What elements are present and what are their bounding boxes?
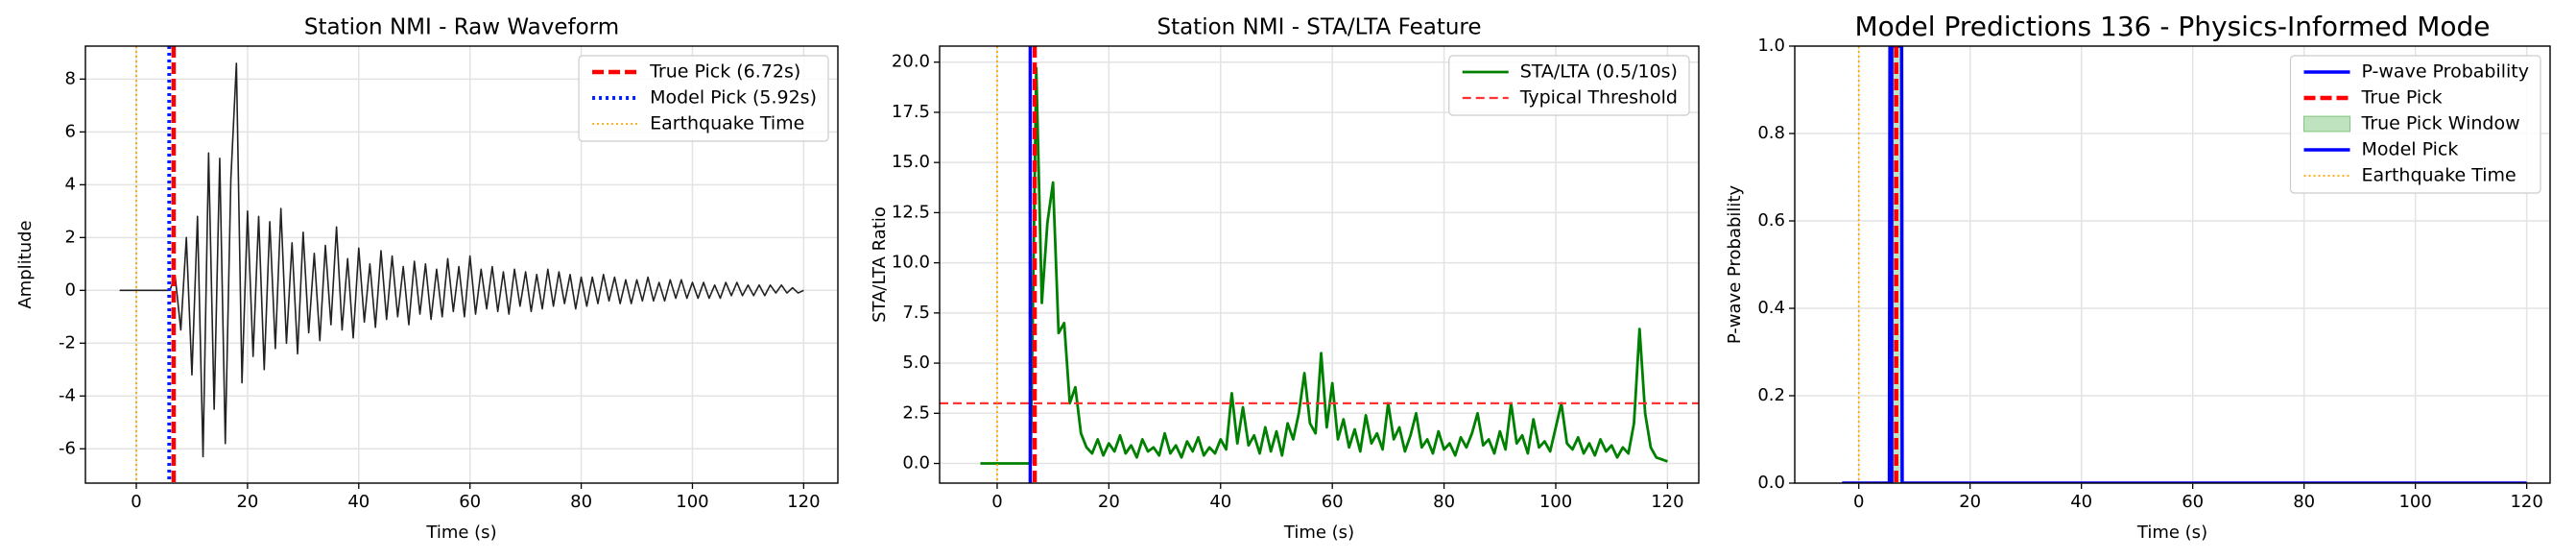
x-tick-label: 60 (459, 492, 481, 512)
x-tick-label: 0 (1853, 492, 1864, 512)
legend-label: Typical Threshold (1519, 87, 1678, 109)
x-tick-label: 40 (1209, 492, 1231, 512)
x-tick-label: 80 (2293, 492, 2315, 512)
y-tick-label: 0.8 (1757, 123, 1785, 143)
x-tick-label: 100 (676, 492, 708, 512)
chart-title: Model Predictions 136 - Physics-Informed… (1854, 11, 2490, 42)
legend-label: True Pick (2361, 87, 2443, 109)
x-tick-label: 120 (2510, 492, 2542, 512)
legend: STA/LTA (0.5/10s) Typical Threshold (1448, 55, 1690, 116)
x-tick-label: 20 (1098, 492, 1120, 512)
legend-label: True Pick (6.72s) (649, 61, 800, 83)
plot-area (1842, 46, 2527, 483)
x-tick-label: 0 (991, 492, 1002, 512)
y-tick-label: 2 (65, 227, 76, 247)
y-tick-label: 6 (65, 121, 76, 141)
legend-swatch (2303, 115, 2350, 133)
axes-frame (939, 45, 1700, 484)
chart-title: Station NMI - STA/LTA Feature (1157, 15, 1481, 40)
legend: True Pick (6.72s) Model Pick (5.92s) Earth… (578, 55, 829, 142)
legend-label: Earthquake Time (2362, 165, 2516, 186)
x-tick-label: 0 (131, 492, 141, 512)
y-tick-label: 10.0 (892, 253, 930, 273)
y-tick-label: 5.0 (902, 352, 930, 373)
x-tick-label: 120 (1651, 492, 1683, 512)
legend-label: STA/LTA (0.5/10s) (1520, 61, 1678, 83)
y-tick-label: 17.5 (892, 102, 930, 122)
y-tick-label: 0.0 (1757, 473, 1785, 493)
x-tick-label: 60 (2182, 492, 2204, 512)
y-axis-label: P-wave Probability (1725, 185, 1745, 345)
legend-box (2289, 55, 2541, 194)
plot-area (940, 46, 1699, 483)
x-tick-label: 80 (1433, 492, 1455, 512)
legend-box (1448, 55, 1690, 116)
x-tick-label: 40 (2070, 492, 2092, 512)
x-tick-label: 100 (1539, 492, 1572, 512)
y-tick-label: -2 (59, 332, 76, 352)
y-tick-label: 2.5 (902, 402, 930, 423)
x-axis-label: Time (s) (2136, 523, 2207, 543)
y-tick-label: 0.2 (1757, 385, 1785, 405)
y-tick-label: 1.0 (1757, 36, 1785, 56)
series-line (119, 62, 804, 458)
y-tick-label: 0.4 (1757, 298, 1785, 318)
series-line (980, 66, 1668, 465)
y-tick-label: -4 (59, 385, 76, 405)
x-tick-label: 40 (347, 492, 370, 512)
y-tick-label: 0 (65, 280, 76, 300)
x-tick-label: 20 (1959, 492, 1981, 512)
y-tick-label: 4 (65, 174, 76, 194)
axes-frame (1794, 45, 2551, 484)
x-tick-label: 120 (787, 492, 820, 512)
axes-frame (84, 45, 839, 484)
x-tick-label: 100 (2398, 492, 2431, 512)
y-tick-label: 0.0 (902, 453, 930, 474)
legend-box (578, 55, 829, 142)
y-tick-label: 8 (65, 68, 76, 88)
y-axis-label: Amplitude (15, 220, 36, 308)
subplot: 0 20 40 60 80 100 120 -6 -4 -2 0 2 4 6 8 Station NMI - … (15, 15, 839, 543)
y-tick-label: 0.6 (1757, 210, 1785, 231)
legend: P-wave Probability True Pick True Pick Win… (2289, 55, 2541, 194)
x-axis-label: Time (s) (1283, 523, 1354, 543)
x-tick-label: 60 (1322, 492, 1344, 512)
y-tick-label: -6 (59, 438, 76, 458)
subplot: 0 20 40 60 80 100 120 0.0 0.2 0.4 0.6 0.8 1.0 Model P… (1725, 11, 2551, 543)
x-axis-label: Time (s) (425, 523, 496, 543)
y-tick-label: 15.0 (892, 152, 930, 172)
subplot: 0 20 40 60 80 100 120 0.0 2.5 5.0 7.5 10.0 12.5 15.0 1… (870, 15, 1700, 543)
y-tick-label: 20.0 (892, 52, 930, 72)
legend-label: Model Pick (2362, 139, 2459, 160)
chart-title: Station NMI - Raw Waveform (304, 15, 619, 40)
legend-label: P-wave Probability (2362, 61, 2530, 83)
x-tick-label: 80 (570, 492, 592, 512)
y-axis-label: STA/LTA Ratio (870, 207, 890, 323)
y-tick-label: 7.5 (902, 303, 930, 323)
legend-label: Earthquake Time (650, 113, 804, 134)
y-tick-label: 12.5 (892, 202, 930, 222)
x-tick-label: 20 (236, 492, 258, 512)
legend-label: Model Pick (5.92s) (650, 87, 817, 109)
legend-label: True Pick Window (2361, 113, 2520, 134)
plot-area (119, 46, 804, 483)
